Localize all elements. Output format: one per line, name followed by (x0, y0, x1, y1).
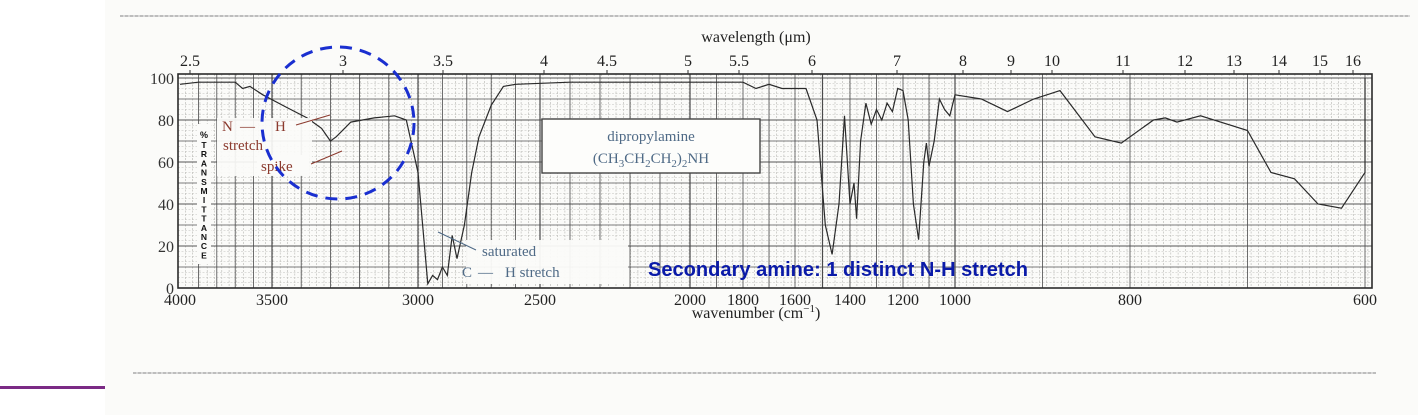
compound-box (541, 118, 761, 174)
svg-text:9: 9 (1007, 53, 1015, 70)
svg-text:12: 12 (1177, 53, 1193, 70)
svg-text:1200: 1200 (887, 292, 919, 309)
svg-text:1600: 1600 (779, 292, 811, 309)
nh-label-n: N (222, 119, 233, 135)
svg-text:4: 4 (540, 53, 548, 70)
compound-formula: (CH3CH2CH2)2NH (593, 151, 709, 170)
svg-text:M: M (200, 186, 207, 196)
svg-text:3500: 3500 (256, 292, 288, 309)
svg-text:800: 800 (1118, 292, 1142, 309)
bottom-divider (133, 372, 1376, 374)
svg-text:15: 15 (1312, 53, 1328, 70)
svg-text:600: 600 (1353, 292, 1377, 309)
svg-text:2500: 2500 (524, 292, 556, 309)
svg-text:4.5: 4.5 (597, 53, 617, 70)
ch-label-bg (466, 240, 628, 284)
svg-text:T: T (201, 214, 207, 224)
nh-leader-line (295, 114, 331, 126)
svg-text:2000: 2000 (674, 292, 706, 309)
svg-text:1800: 1800 (727, 292, 759, 309)
ch-label-rest: H stretch (505, 265, 560, 281)
spectrum-trace (179, 78, 1366, 286)
nh-label-dash: — (239, 119, 256, 135)
svg-text:I: I (203, 195, 205, 205)
svg-text:8: 8 (959, 53, 967, 70)
svg-text:7: 7 (893, 53, 901, 70)
svg-text:N: N (201, 232, 207, 242)
minor-grid (177, 74, 1372, 289)
svg-text:40: 40 (158, 197, 174, 214)
svg-text:T: T (201, 140, 207, 150)
svg-text:4000: 4000 (164, 292, 196, 309)
secondary-amine-callout: Secondary amine: 1 distinct N-H stretch (648, 259, 1028, 281)
svg-text:A: A (201, 158, 207, 168)
accent-bar (0, 386, 105, 389)
ylabel-bg (197, 124, 211, 264)
svg-text:13: 13 (1226, 53, 1242, 70)
svg-text:C: C (201, 241, 207, 251)
svg-text:S: S (201, 177, 207, 187)
svg-text:6: 6 (808, 53, 816, 70)
svg-text:100: 100 (150, 71, 174, 88)
svg-text:A: A (201, 223, 207, 233)
svg-text:1000: 1000 (939, 292, 971, 309)
svg-text:T: T (201, 204, 207, 214)
ch-label-c: C (462, 265, 472, 281)
svg-text:1400: 1400 (834, 292, 866, 309)
svg-text:10: 10 (1044, 53, 1060, 70)
svg-text:0: 0 (166, 281, 174, 298)
svg-text:16: 16 (1345, 53, 1361, 70)
svg-text:60: 60 (158, 155, 174, 172)
svg-text:N: N (201, 168, 207, 178)
svg-text:80: 80 (158, 113, 174, 130)
ch-label-dash: — (477, 265, 494, 281)
nh-label-h: H (275, 119, 286, 135)
svg-text:14: 14 (1271, 53, 1287, 70)
wavenumber-tick-labels: 4000 3500 3000 2500 2000 1800 1600 1400 1200 1000… (164, 292, 1377, 309)
wavelength-tick-labels: 2.5 3 3.5 4 4.5 5 5.5 6 7 8 9 10 11 12 13 14 15 16 (180, 53, 1361, 74)
svg-text:3: 3 (339, 53, 347, 70)
compound-name: dipropylamine (607, 129, 695, 145)
wavenumber-axis-title: wavenumber (cm−1) (692, 303, 821, 322)
plot-frame (177, 73, 1373, 289)
ch-label-saturated: saturated (482, 244, 537, 260)
svg-text:11: 11 (1115, 53, 1130, 70)
svg-text:2.5: 2.5 (180, 53, 200, 70)
svg-text:R: R (201, 149, 207, 159)
svg-text:3.5: 3.5 (433, 53, 453, 70)
spike-leader-line (310, 150, 343, 165)
svg-text:3000: 3000 (402, 292, 434, 309)
svg-text:E: E (201, 250, 207, 260)
highlight-ellipse (260, 45, 416, 201)
ylabel-percent: % (200, 130, 208, 140)
nh-label-stretch: stretch (223, 138, 263, 154)
wavelength-axis-title: wavelength (μm) (701, 29, 810, 46)
svg-text:5.5: 5.5 (729, 53, 749, 70)
svg-text:5: 5 (684, 53, 692, 70)
ch-leader-line (437, 231, 477, 251)
svg-text:20: 20 (158, 239, 174, 256)
transmittance-tick-labels: 0 20 40 60 80 100 (150, 71, 174, 298)
top-divider (120, 15, 1410, 17)
